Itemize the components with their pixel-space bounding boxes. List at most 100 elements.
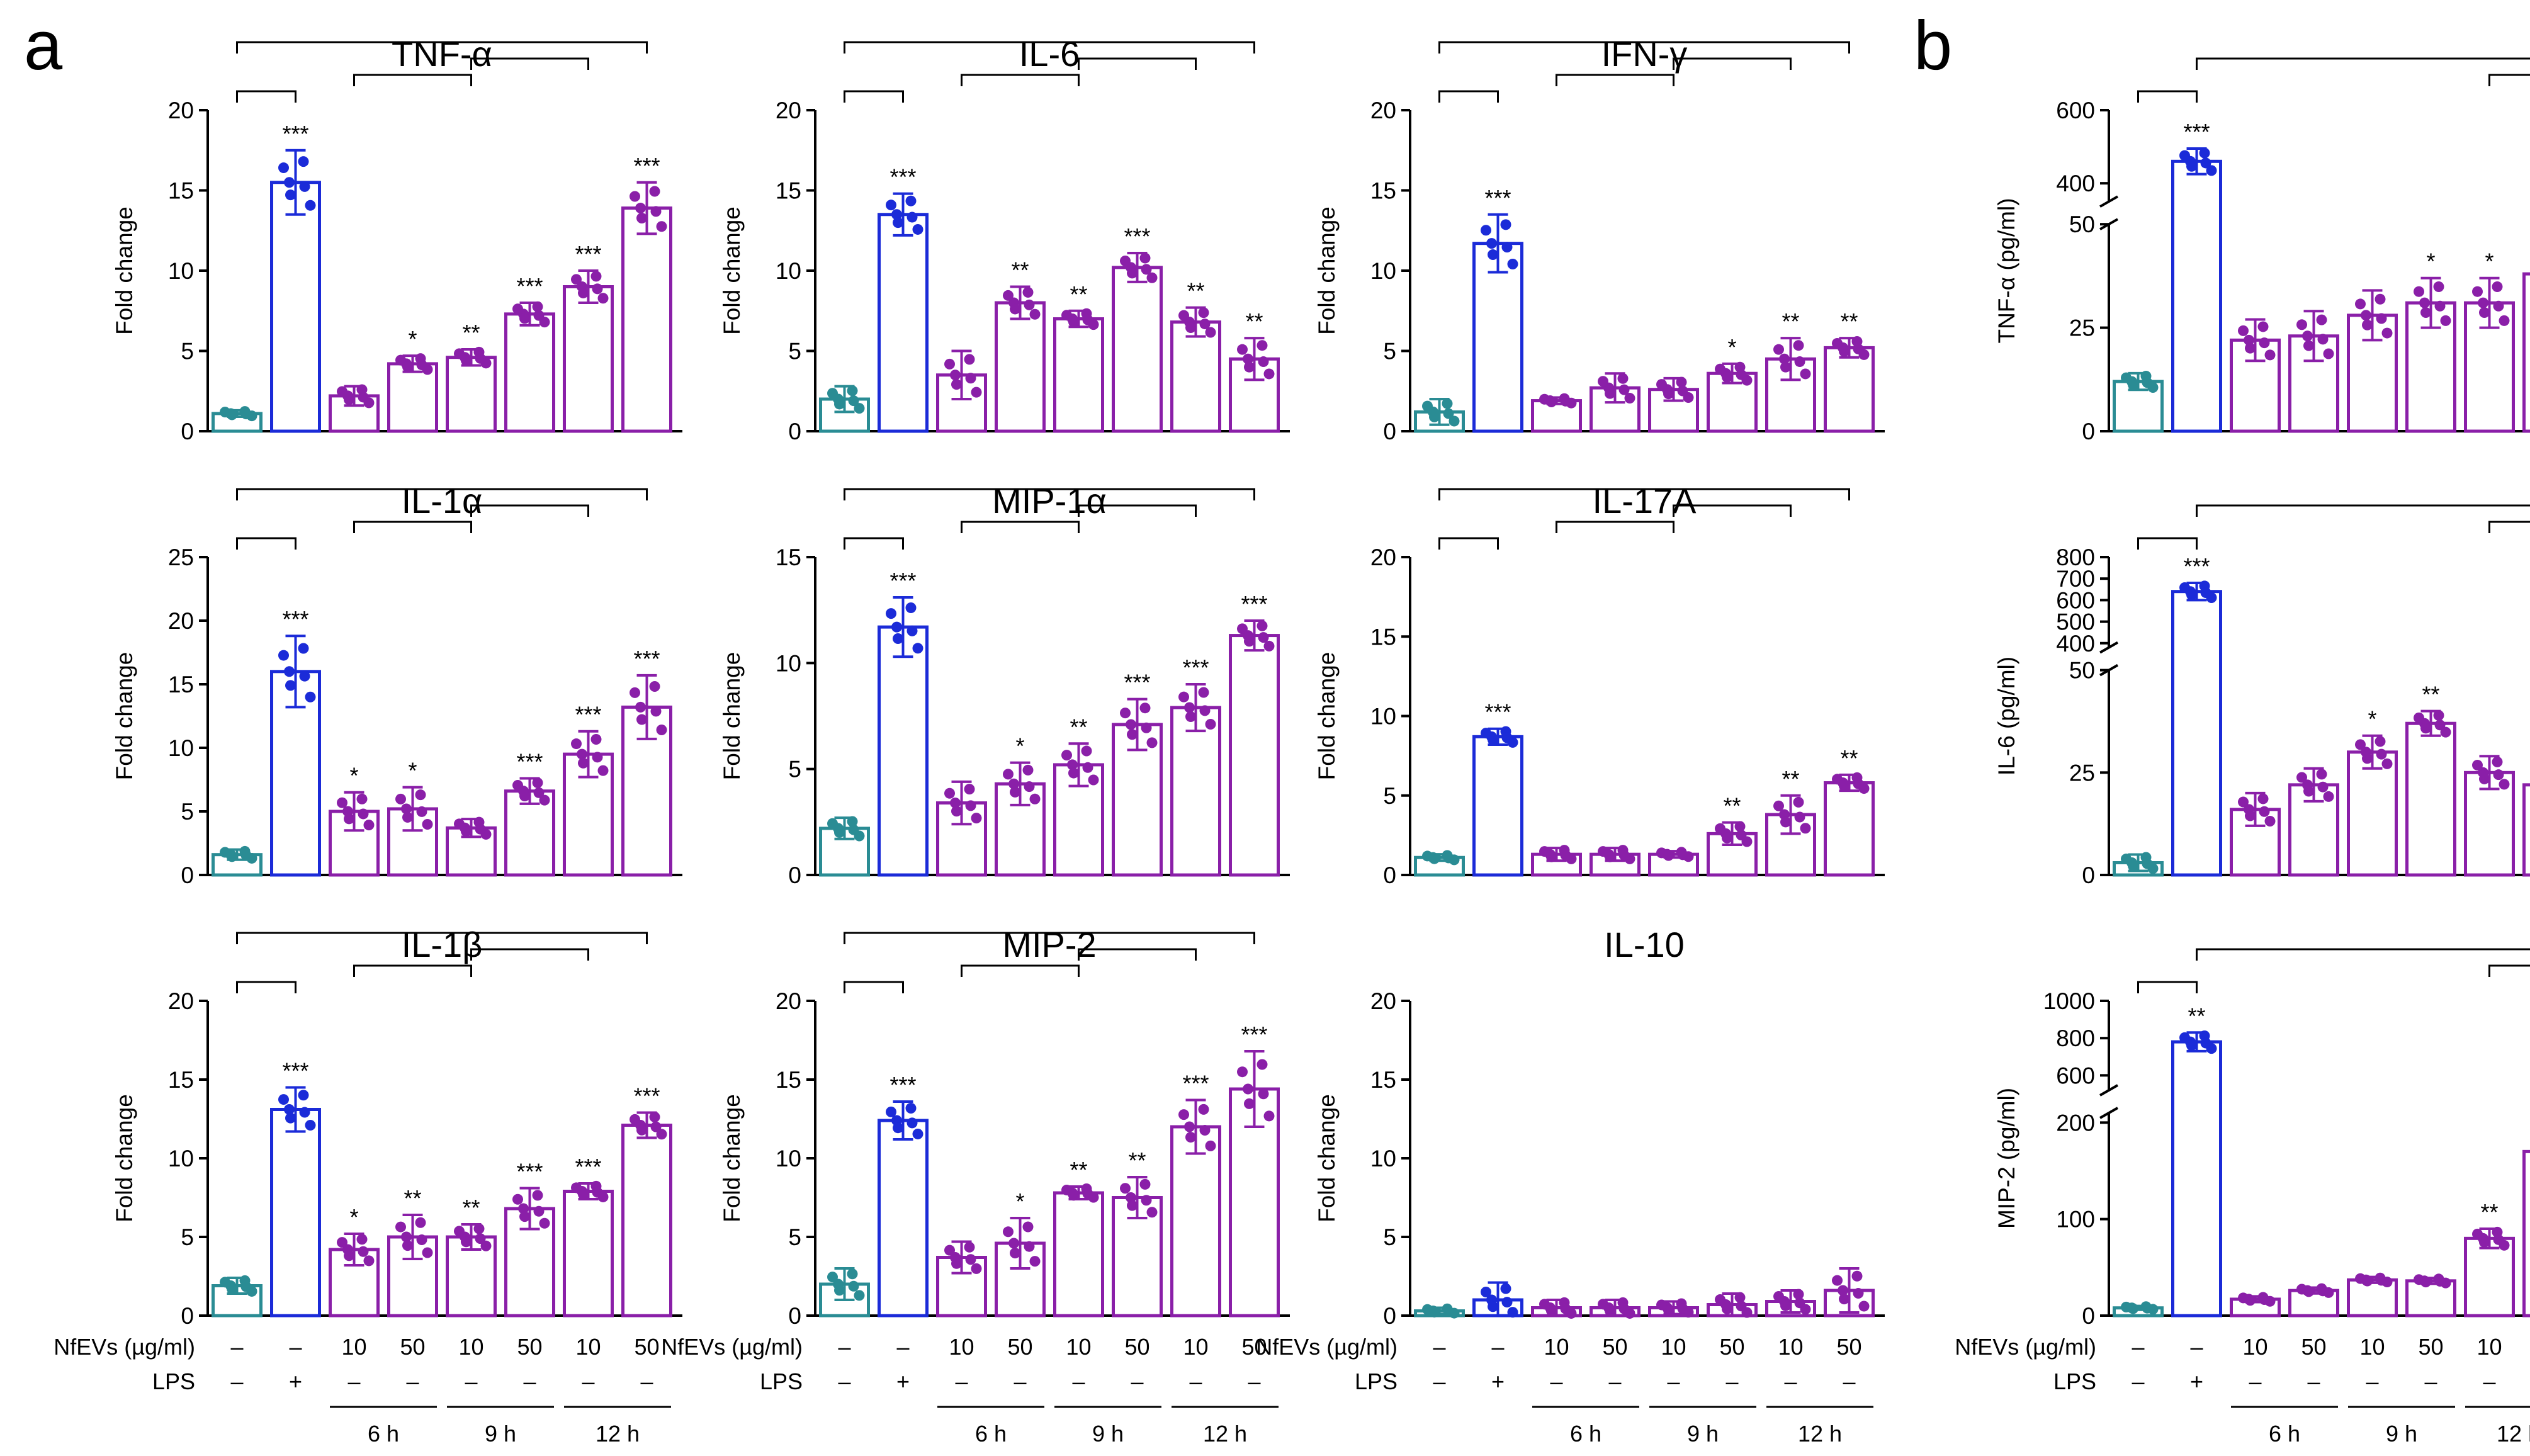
data-point-il1a-6 xyxy=(571,738,582,750)
data-point-ifng-5 xyxy=(1715,363,1725,375)
data-point-il6-3 xyxy=(1010,303,1020,315)
significance-il1a-2: * xyxy=(349,763,358,789)
y-tick-label: 20 xyxy=(776,98,801,123)
lps-row-label: LPS xyxy=(1355,1369,1398,1394)
data-point-il1b-3 xyxy=(415,1217,426,1228)
nfev-value: 10 xyxy=(2476,1334,2502,1360)
data-point-il6-2 xyxy=(950,370,961,381)
data-point-il6-0 xyxy=(848,395,859,407)
data-point-tnfa-0 xyxy=(227,409,237,420)
data-point-mip2-7 xyxy=(1244,1098,1255,1109)
data-point-il6-5 xyxy=(1141,264,1152,275)
data-point-il10-1 xyxy=(1488,1301,1498,1312)
data-point-il6-0 xyxy=(827,388,838,399)
data-point-il1b-2 xyxy=(337,1237,347,1248)
lps-value: – xyxy=(230,1369,243,1394)
data-point-mip1a-5 xyxy=(1127,729,1138,740)
data-point-il1a-2 xyxy=(344,813,354,825)
data-point-il10-1 xyxy=(1500,1283,1511,1294)
data-point-il10-7 xyxy=(1858,1301,1870,1312)
x-annotation-2: NfEVs (µg/ml) LPS – – 10 50 10 50 10 50 – + – – – – – – 6 … xyxy=(1256,1334,1873,1447)
data-point-ifng-3 xyxy=(1598,376,1608,387)
data-point-b_mip2-1 xyxy=(2179,1032,2190,1043)
data-point-il1b-3 xyxy=(401,1231,412,1243)
bar-mip1a-7 xyxy=(1229,634,1280,877)
data-point-il1a-0 xyxy=(227,851,237,862)
y-tick-label: 0 xyxy=(2082,1303,2095,1329)
y-tick-label: 15 xyxy=(1370,178,1396,204)
data-point-ifng-0 xyxy=(1429,411,1440,422)
data-point-b_tnfa-2 xyxy=(2257,321,2269,332)
significance-b_tnfa-5: * xyxy=(2426,249,2435,274)
data-point-b_il6-5 xyxy=(2414,712,2424,723)
bar-mip2-4 xyxy=(1053,1191,1104,1318)
comparison-bracket xyxy=(2196,57,2530,70)
y-tick-label: 25 xyxy=(2069,315,2095,341)
x-annotation-0: NfEVs (µg/ml) LPS – – 10 50 10 50 10 50 – + – – – – – – 6 … xyxy=(54,1334,671,1447)
data-point-b_mip2-3 xyxy=(2317,1285,2329,1297)
lps-value: – xyxy=(1784,1369,1797,1394)
data-point-b_tnfa-5 xyxy=(2414,286,2424,297)
y-tick-label: 15 xyxy=(168,1067,194,1093)
data-point-mip1a-2 xyxy=(951,806,962,817)
data-point-il1a-7 xyxy=(635,701,646,713)
data-point-mip1a-6 xyxy=(1178,691,1189,703)
comparison-bracket xyxy=(470,504,589,517)
lps-value: – xyxy=(1843,1369,1855,1394)
time-group-label: 12 h xyxy=(2497,1421,2530,1447)
bar-il17a-7 xyxy=(1824,781,1875,877)
bar-mip2-1 xyxy=(878,1119,929,1318)
data-point-il10-0 xyxy=(1429,1306,1440,1318)
data-point-b_il6-1 xyxy=(2200,587,2211,598)
data-point-il17a-6 xyxy=(1800,823,1811,834)
data-point-b_il6-3 xyxy=(2303,786,2314,797)
significance-tnfa-3: * xyxy=(408,326,417,352)
nfev-value: 50 xyxy=(517,1334,542,1360)
data-point-mip1a-4 xyxy=(1082,762,1093,773)
data-point-ifng-0 xyxy=(1442,398,1453,409)
significance-mip2-6: *** xyxy=(1182,1071,1209,1097)
significance-il1a-5: *** xyxy=(516,748,543,774)
data-point-ifng-1 xyxy=(1507,258,1518,269)
data-point-b_mip2-2 xyxy=(2259,1294,2270,1306)
y-tick-label: 20 xyxy=(1370,98,1396,123)
significance-il17a-6: ** xyxy=(1782,766,1799,792)
comparison-bracket xyxy=(1438,488,1850,500)
data-point-tnfa-7 xyxy=(635,203,646,214)
data-point-tnfa-5 xyxy=(519,313,530,324)
nfev-row-label: NfEVs (µg/ml) xyxy=(1955,1334,2096,1360)
data-point-ifng-1 xyxy=(1488,249,1498,261)
comparison-bracket xyxy=(1673,57,1792,70)
data-point-mip1a-0 xyxy=(834,827,845,838)
data-point-b_mip2-6 xyxy=(2472,1228,2483,1239)
lps-value: – xyxy=(347,1369,360,1394)
data-point-ifng-1 xyxy=(1481,225,1491,236)
comparison-bracket xyxy=(2137,537,2198,550)
data-point-mip1a-5 xyxy=(1141,722,1152,733)
data-point-tnfa-1 xyxy=(278,162,289,174)
data-point-il1a-2 xyxy=(356,793,368,804)
data-point-il17a-7 xyxy=(1832,774,1843,785)
data-point-b_il6-3 xyxy=(2317,781,2329,793)
nfev-row-label: NfEVs (µg/ml) xyxy=(1256,1334,1398,1360)
data-point-il17a-6 xyxy=(1780,816,1791,828)
data-point-il6-3 xyxy=(1029,308,1041,320)
data-point-mip2-3 xyxy=(1022,1221,1034,1233)
lps-value: – xyxy=(2424,1369,2437,1394)
comparison-bracket xyxy=(470,57,589,70)
data-point-il1a-5 xyxy=(533,787,545,798)
y-tick-label: 10 xyxy=(168,258,194,284)
data-point-il17a-4 xyxy=(1663,850,1674,861)
data-point-ifng-1 xyxy=(1500,219,1511,230)
data-point-il17a-5 xyxy=(1722,832,1732,844)
data-point-il17a-2 xyxy=(1546,851,1557,862)
data-point-mip2-0 xyxy=(848,1280,859,1292)
time-group-label: 12 h xyxy=(596,1421,640,1447)
data-point-b_mip2-2 xyxy=(2245,1295,2256,1306)
nfev-value: – xyxy=(2132,1334,2144,1360)
bar-b_tnfa-1 xyxy=(2171,159,2222,433)
significance-b_il6-1: *** xyxy=(2183,553,2210,579)
y-tick-label: 10 xyxy=(776,650,801,676)
data-point-il10-5 xyxy=(1736,1301,1747,1312)
